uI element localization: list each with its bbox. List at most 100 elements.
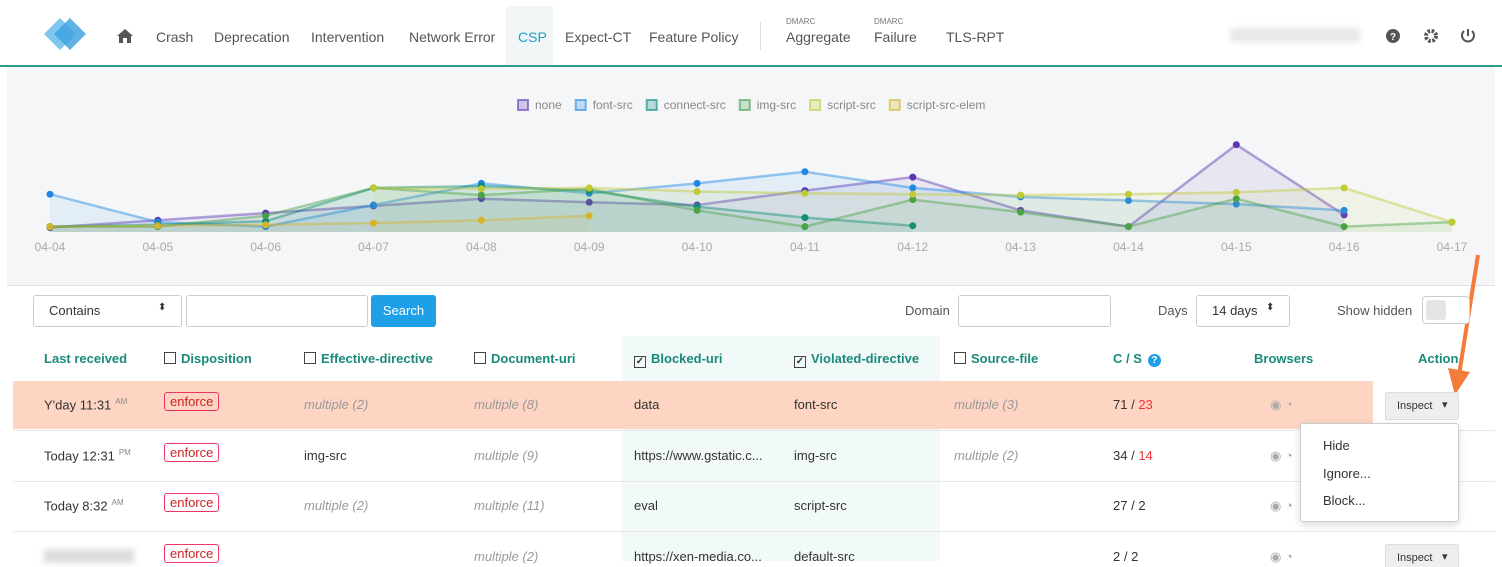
search-button[interactable]: Search <box>371 295 436 327</box>
disposition: enforce <box>164 392 220 411</box>
nav-item[interactable]: Aggregate <box>786 29 851 45</box>
column-header[interactable]: Action <box>1418 351 1458 366</box>
document: multiple (8) <box>474 397 539 412</box>
column-header[interactable]: Document-uri <box>474 351 576 366</box>
column-title: Blocked-uri <box>651 351 723 366</box>
ampm: PM <box>118 447 131 457</box>
column-title: Violated-directive <box>811 351 920 366</box>
inspect-button[interactable]: Inspect ▾ <box>1385 543 1459 567</box>
violated: script-src <box>794 498 847 513</box>
series-area <box>50 186 913 232</box>
s-count: 23 <box>1138 397 1153 412</box>
nav-item[interactable]: Intervention <box>311 29 385 45</box>
logo <box>44 18 86 50</box>
nav-item[interactable]: Network Error <box>409 29 496 45</box>
series-area <box>50 171 1345 232</box>
document: multiple (11) <box>474 498 545 513</box>
column-header[interactable]: Disposition <box>164 351 252 366</box>
checkbox <box>164 352 176 364</box>
blocked: https://xen-media.co... <box>634 548 762 564</box>
checkbox <box>954 352 966 364</box>
row-border <box>13 430 1495 431</box>
data-point <box>1232 188 1240 196</box>
column-header[interactable]: Effective-directive <box>304 351 433 366</box>
row-highlight <box>13 381 1373 429</box>
home-icon[interactable] <box>116 28 134 44</box>
data-point <box>909 222 917 230</box>
time-text: Today 12:31 <box>44 447 115 463</box>
data-point <box>801 214 809 222</box>
nav-item[interactable]: Expect-CT <box>565 29 632 45</box>
violated: img-src <box>794 447 837 463</box>
inspect-button[interactable]: Inspect ▾ <box>1385 392 1459 420</box>
menu-item[interactable]: Ignore... <box>1323 465 1371 481</box>
menu-item[interactable]: Hide <box>1323 438 1350 453</box>
column-header[interactable]: Source-file <box>954 351 1038 366</box>
days-select[interactable]: 14 days <box>1196 295 1290 327</box>
data-point <box>1232 195 1240 203</box>
header-icons[interactable]: ? <box>1385 28 1485 46</box>
time: Today 8:32 AM <box>44 498 124 513</box>
data-point <box>46 223 54 231</box>
domain-input[interactable] <box>958 295 1111 327</box>
nav-item[interactable]: CSP <box>518 29 547 45</box>
time-text: Y'day 11:31 <box>44 397 112 413</box>
series-line <box>50 186 1453 228</box>
data-point <box>46 190 54 198</box>
data-point <box>693 188 701 195</box>
nav-bar <box>0 0 1502 67</box>
column-header[interactable]: C / S? <box>1113 351 1161 367</box>
data-point <box>1124 223 1132 231</box>
data-point <box>370 184 378 192</box>
help-icon: ? <box>1147 354 1161 367</box>
domain-label: Domain <box>905 303 950 318</box>
source: multiple (3) <box>954 397 1019 412</box>
document: multiple (9) <box>474 447 539 463</box>
x-tick-label: 04-15 <box>1221 240 1252 254</box>
dropdown-menu <box>1300 423 1459 522</box>
ampm: AM <box>115 397 128 406</box>
series-area <box>50 187 1452 232</box>
data-point <box>1017 208 1025 216</box>
violated: font-src <box>794 397 838 412</box>
series-area <box>50 215 590 232</box>
data-point <box>477 191 485 199</box>
data-point <box>585 198 593 206</box>
separator <box>760 22 761 50</box>
nav-item[interactable]: Failure <box>874 29 917 45</box>
disposition-tag: enforce <box>164 442 220 462</box>
chart: 04-04 04-05 04-06 04-07 04-08 04-09 04-10 04-11… <box>35 98 1468 254</box>
data-point <box>1232 141 1240 149</box>
data-point <box>801 168 809 176</box>
column-header[interactable]: Browsers <box>1254 351 1313 366</box>
data-point <box>909 173 917 181</box>
data-point <box>1017 191 1025 199</box>
s-count: 2 <box>1131 548 1139 564</box>
data-point <box>693 206 701 214</box>
data-point <box>585 212 593 220</box>
search-input[interactable] <box>186 295 368 327</box>
legend-swatch <box>809 99 822 111</box>
menu-item[interactable]: Block... <box>1323 493 1366 508</box>
document: multiple (2) <box>474 548 539 564</box>
column-title: Action <box>1418 351 1459 366</box>
row-border <box>13 480 1495 482</box>
nav-item[interactable]: TLS-RPT <box>946 29 1005 45</box>
disposition: enforce <box>164 493 220 512</box>
disposition: enforce <box>164 442 220 462</box>
nav-item[interactable]: Crash <box>156 29 194 45</box>
column-header[interactable]: ✓ Violated-directive <box>794 351 919 368</box>
c-count: 2 <box>1113 548 1121 564</box>
match-select[interactable]: Contains <box>33 295 182 327</box>
nav-item[interactable]: Deprecation <box>214 29 290 45</box>
column-header[interactable]: ✓ Blocked-uri <box>634 351 723 368</box>
x-tick-label: 04-10 <box>682 240 713 254</box>
time: Today 12:31 PM <box>44 448 131 463</box>
slash: / <box>1120 548 1132 564</box>
column-header[interactable]: Last received <box>44 351 127 366</box>
data-point <box>262 221 270 229</box>
data-point <box>370 219 378 227</box>
s-count: 14 <box>1138 447 1153 463</box>
nav-item[interactable]: Feature Policy <box>649 29 739 45</box>
source: multiple (2) <box>954 447 1019 463</box>
